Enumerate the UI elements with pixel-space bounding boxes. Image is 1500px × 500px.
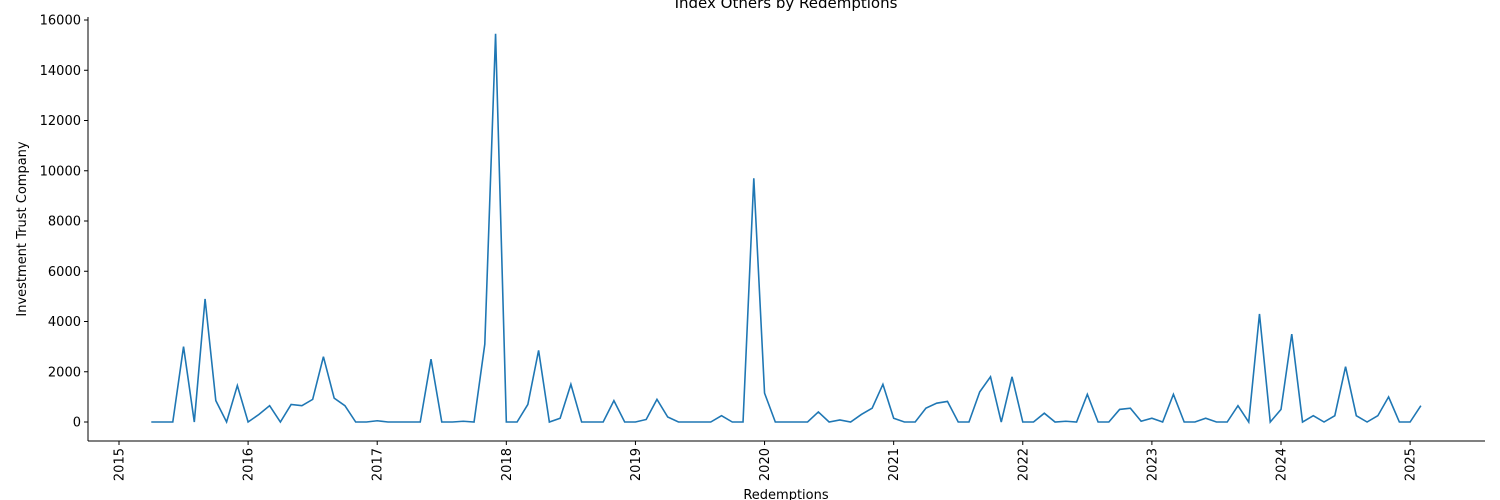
x-tick-label: 2025 — [1404, 448, 1419, 481]
x-tick-label: 2018 — [500, 448, 515, 481]
x-tick-label: 2019 — [629, 448, 644, 481]
y-tick-label: 6000 — [48, 265, 81, 280]
y-tick-label: 12000 — [40, 114, 81, 129]
data-line — [151, 33, 1422, 425]
y-tick-label: 16000 — [40, 14, 81, 29]
x-axis-label: Redemptions — [743, 488, 829, 500]
x-tick-label: 2021 — [887, 448, 902, 481]
y-tick-label: 14000 — [40, 64, 81, 79]
x-tick-label: 2024 — [1275, 448, 1290, 481]
x-tick-label: 2016 — [242, 448, 257, 481]
x-tick-label: 2017 — [371, 448, 386, 481]
y-tick-label: 0 — [73, 416, 81, 431]
y-tick-label: 4000 — [48, 315, 81, 330]
y-tick-label: 10000 — [40, 164, 81, 179]
y-tick-label: 8000 — [48, 215, 81, 230]
x-tick-label: 2015 — [112, 448, 127, 481]
x-tick-label: 2022 — [1016, 448, 1031, 481]
x-tick-label: 2020 — [758, 448, 773, 481]
y-axis-label: Investment Trust Company — [15, 141, 30, 317]
y-tick-label: 2000 — [48, 365, 81, 380]
chart-title: Index Others by Redemptions — [675, 0, 898, 12]
x-tick-label: 2023 — [1145, 448, 1160, 481]
